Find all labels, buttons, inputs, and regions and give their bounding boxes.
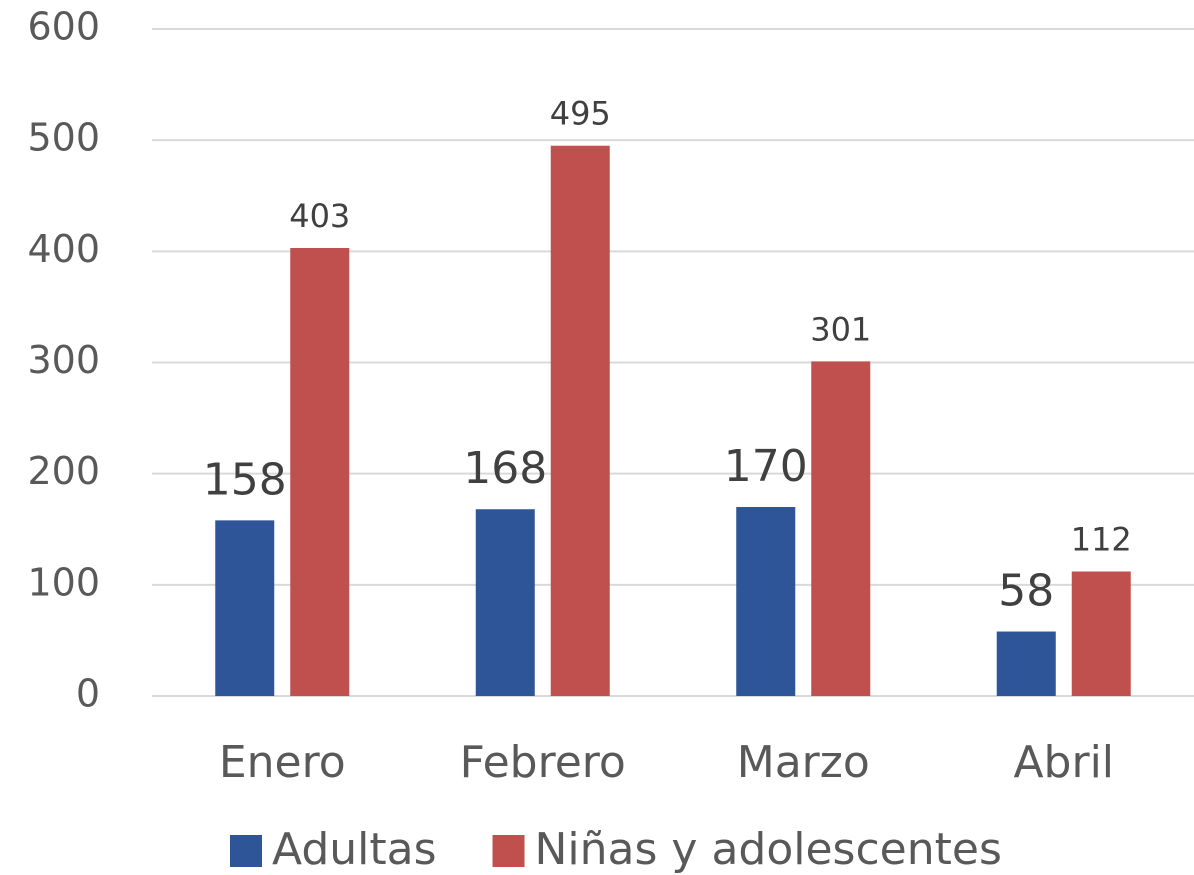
data-label: 158: [203, 454, 287, 505]
bar: [736, 507, 796, 696]
bar: [475, 509, 535, 696]
data-label: 112: [1071, 520, 1132, 558]
data-label: 301: [810, 310, 871, 348]
data-label: 58: [998, 566, 1054, 617]
bar: [215, 520, 275, 696]
bar: [811, 361, 871, 696]
y-tick-label: 200: [27, 449, 100, 493]
y-tick-label: 100: [27, 560, 100, 604]
bar: [1071, 571, 1131, 696]
y-tick-label: 600: [27, 5, 100, 49]
bar: [550, 145, 610, 697]
y-tick-label: 0: [76, 672, 100, 716]
data-label: 403: [289, 197, 350, 235]
x-tick-label: Febrero: [460, 737, 626, 788]
legend-swatch: [492, 835, 525, 867]
bar: [996, 631, 1056, 696]
y-tick-label: 500: [27, 116, 100, 160]
legend-swatch: [230, 835, 262, 867]
y-tick-label: 300: [27, 338, 100, 382]
x-tick-label: Marzo: [737, 737, 870, 788]
bar: [290, 247, 350, 696]
x-tick-label: Enero: [219, 737, 346, 788]
y-tick-label: 400: [27, 227, 100, 271]
legend-label: Niñas y adolescentes: [535, 824, 1002, 875]
data-label: 168: [463, 443, 547, 494]
legend-label: Adultas: [272, 824, 437, 875]
x-tick-label: Abril: [1013, 737, 1114, 788]
data-label: 495: [550, 95, 611, 133]
data-label: 170: [724, 441, 808, 492]
